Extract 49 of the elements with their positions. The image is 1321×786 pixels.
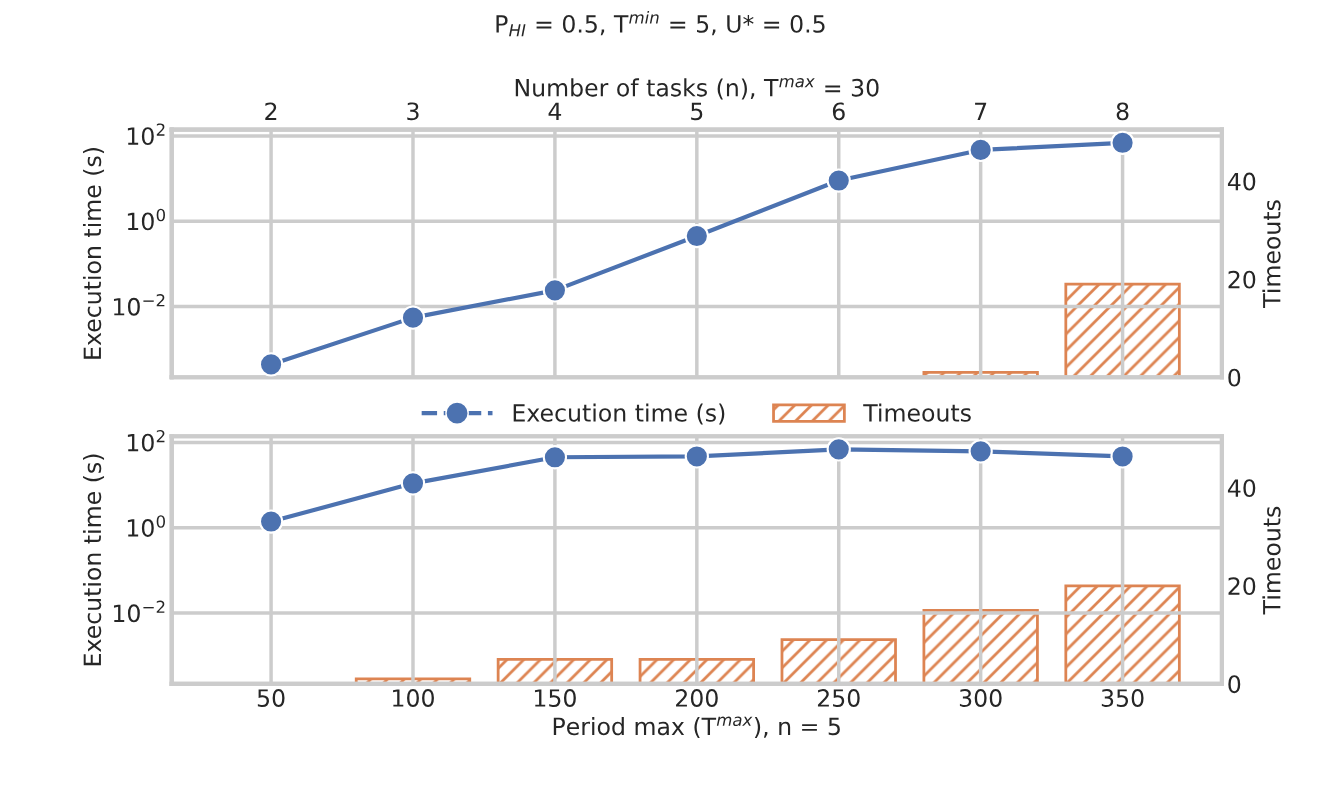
y2-tick-label: 20	[1228, 577, 1256, 596]
x-tick-label: 250	[817, 689, 860, 707]
point	[1110, 444, 1135, 469]
y2-tick-label: 0	[1228, 368, 1241, 387]
y2-axis-title: Timeouts	[1262, 200, 1281, 308]
x-tick-label: 300	[959, 689, 1002, 707]
point	[542, 278, 568, 303]
point	[1110, 130, 1135, 155]
x-tick-label: 3	[407, 102, 419, 121]
point	[400, 305, 426, 330]
point	[258, 352, 284, 377]
x-tick-label: 200	[676, 689, 718, 707]
y-tick-label: 10$^{−2}$	[113, 294, 165, 316]
x-axis-title: Period max (T$^{max}$), n = 5	[553, 716, 840, 739]
point	[826, 437, 851, 462]
y-tick-label: 10$^{0}$	[127, 515, 165, 537]
x-tick-label: 150	[534, 689, 576, 707]
chart-title: P$_{HI}$ = 0.5, T$^{min}$ = 5, U* = 0.5	[496, 10, 825, 37]
x-tick-label: 7	[975, 102, 987, 120]
y2-tick-label: 40	[1227, 172, 1256, 191]
y2-tick-label: 0	[1228, 675, 1241, 694]
point	[400, 471, 426, 496]
y-axis-title: Execution time (s)	[82, 454, 105, 666]
point	[968, 439, 993, 464]
point	[684, 444, 709, 469]
y2-tick-label: 20	[1228, 270, 1256, 289]
point	[542, 445, 568, 470]
y-tick-label: 10$^{−2}$	[113, 600, 165, 623]
x-tick-label: 8	[1116, 102, 1129, 121]
point	[258, 509, 284, 534]
x-tick-label: 5	[691, 102, 703, 121]
y-tick-label: 10$^{0}$	[127, 208, 165, 231]
y2-tick-label: 40	[1227, 479, 1256, 498]
x-tick-label: 4	[548, 102, 562, 120]
legend-label: Timeouts	[863, 403, 971, 422]
y-axis-title: Execution time (s)	[82, 148, 105, 359]
x-tick-label: 350	[1101, 689, 1144, 707]
point	[826, 168, 851, 193]
x-tick-label: 100	[393, 689, 434, 707]
y2-axis-title: Timeouts	[1262, 506, 1281, 615]
y-tick-label: 10$^{2}$	[127, 429, 165, 452]
x2-axis-title: Number of tasks (n), T$^{max}$ = 30	[515, 78, 879, 100]
point	[968, 137, 993, 163]
legend-label: Execution time (s)	[513, 403, 725, 425]
x-tick-label: 50	[257, 689, 285, 707]
point	[684, 223, 709, 249]
x-tick-label: 2	[265, 102, 277, 120]
x-tick-label: 6	[832, 102, 845, 121]
y-tick-label: 10$^{2}$	[127, 123, 165, 146]
